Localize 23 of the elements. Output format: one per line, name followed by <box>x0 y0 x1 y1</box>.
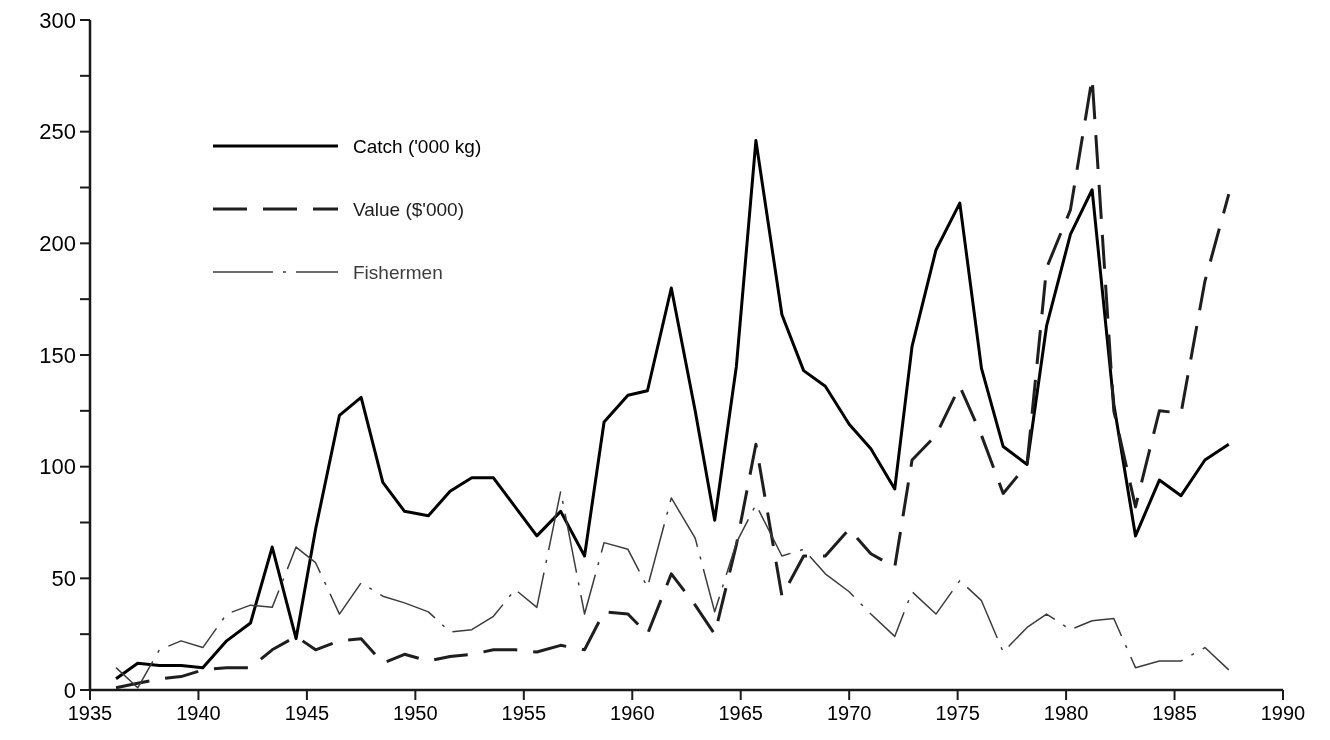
x-tick-label: 1955 <box>501 702 547 724</box>
y-tick-label: 250 <box>39 119 76 145</box>
y-tick-label: 200 <box>39 231 76 257</box>
x-tick-label: 1950 <box>393 702 438 724</box>
x-tick-label: 1940 <box>176 702 221 724</box>
text: Fishermen <box>353 261 443 283</box>
x-tick-label: 1945 <box>284 702 330 724</box>
y-tick-label: 100 <box>39 454 76 480</box>
text: Catch ('000 kg) <box>353 135 482 157</box>
x-tick-label: 1935 <box>67 702 113 724</box>
x-tick-label: 1975 <box>935 702 980 724</box>
y-tick-label: 50 <box>51 566 76 592</box>
x-tick-label: 1985 <box>1152 702 1197 724</box>
y-tick-label: 150 <box>39 342 76 368</box>
text: Value ($'000) <box>353 198 465 220</box>
y-tick-label: 0 <box>63 677 76 703</box>
x-tick-label: 1980 <box>1043 702 1089 724</box>
line-series <box>115 490 1230 689</box>
x-tick-label: 1965 <box>718 702 763 724</box>
x-tick-label: 1960 <box>610 702 655 724</box>
y-tick-label: 300 <box>39 7 76 33</box>
x-tick-label: 1990 <box>1260 702 1306 724</box>
x-tick-label: 1970 <box>826 702 872 724</box>
